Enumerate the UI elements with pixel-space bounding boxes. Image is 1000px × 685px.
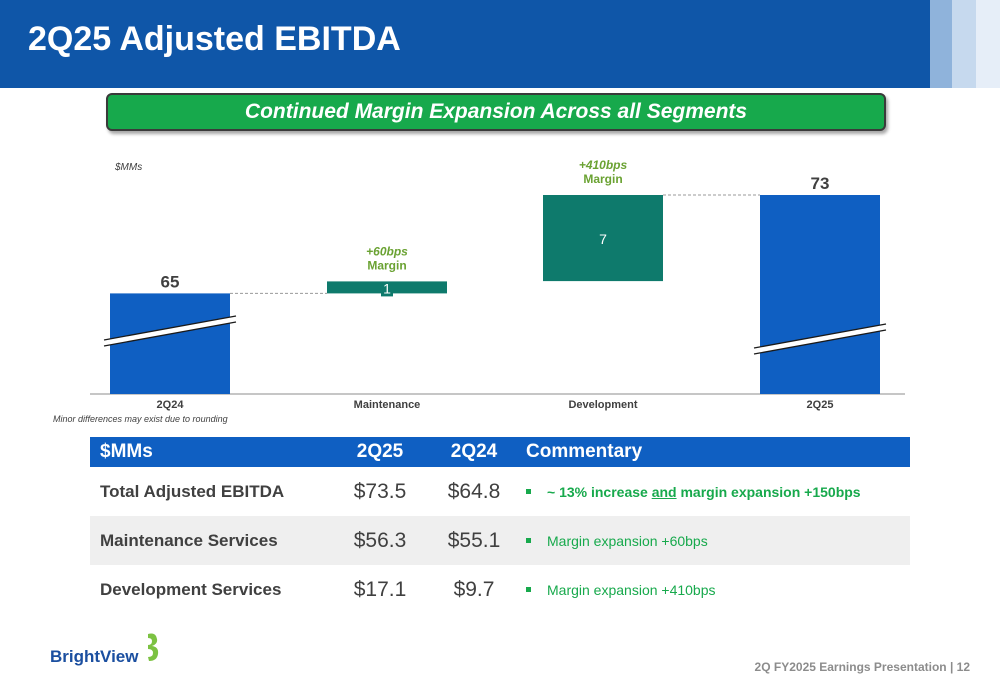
unit-label: $MMs xyxy=(114,162,142,173)
data-label: 7 xyxy=(599,231,607,247)
value-2q25: $56.3 xyxy=(353,528,407,552)
ebitda-table: $MMs 2Q25 2Q24 Commentary Total Adjusted… xyxy=(90,437,910,614)
col-header-label: $MMs xyxy=(100,441,153,462)
header-stripe xyxy=(930,0,952,88)
category-label: 2Q25 xyxy=(807,399,834,411)
axis-break-line xyxy=(753,323,887,349)
margin-annotation: Margin xyxy=(583,172,622,186)
page-title: 2Q25 Adjusted EBITDA xyxy=(28,20,401,58)
table-row: Total Adjusted EBITDA $73.5 $64.8 ~ 13% … xyxy=(90,467,910,516)
commentary-text: Margin expansion +410bps xyxy=(547,581,716,598)
data-label: 1 xyxy=(383,280,391,296)
value-2q24: $55.1 xyxy=(447,528,501,552)
row-label: Maintenance Services xyxy=(100,530,278,550)
data-label: 73 xyxy=(811,174,830,193)
header-bar: 2Q25 Adjusted EBITDA xyxy=(0,0,1000,88)
data-label: 65 xyxy=(161,272,180,291)
commentary-underlined: and xyxy=(651,483,677,500)
commentary-text: ~ 13% increase and margin expansion +150… xyxy=(547,484,861,500)
leaf-icon xyxy=(148,633,159,661)
axis-break xyxy=(104,316,236,346)
data-label-bg xyxy=(381,283,393,297)
axis-break-line xyxy=(103,321,237,347)
row-label: Development Services xyxy=(100,579,282,599)
commentary: ~ 13% increase and margin expansion +150… xyxy=(518,484,910,500)
logo-graphic: BrightView xyxy=(50,633,159,666)
bar-2q25 xyxy=(760,195,880,394)
bar-development xyxy=(543,195,663,282)
col-header-2q24: 2Q24 xyxy=(450,441,498,462)
table-header-row: $MMs 2Q25 2Q24 Commentary xyxy=(90,437,910,467)
header-stripe xyxy=(952,0,976,88)
margin-annotation: Margin xyxy=(367,258,406,272)
brightview-logo: BrightView xyxy=(50,630,170,675)
axis-break-line xyxy=(103,315,237,341)
logo-text: BrightView xyxy=(50,647,139,666)
footer-text: 2Q FY2025 Earnings Presentation | 12 xyxy=(754,660,970,674)
rounding-footnote: Minor differences may exist due to round… xyxy=(53,414,228,424)
value-2q24: $64.8 xyxy=(447,479,501,503)
col-header-2q25: 2Q25 xyxy=(356,441,404,462)
category-label: 2Q24 xyxy=(157,399,185,411)
bar-2q24 xyxy=(110,293,230,394)
value-2q25: $17.1 xyxy=(353,577,407,601)
ebitda-waterfall-chart: $MMs 65 2Q24 1 Maintenance 7 Development 73 2Q25… xyxy=(90,158,905,411)
table-row: Maintenance Services $56.3 $55.1 Margin … xyxy=(90,516,910,565)
table-row: Development Services $17.1 $9.7 Margin e… xyxy=(90,565,910,614)
category-label: Development xyxy=(568,399,637,411)
commentary-text: Margin expansion +60bps xyxy=(547,532,708,549)
bullet-icon xyxy=(526,538,531,543)
axis-break xyxy=(754,324,886,354)
margin-annotation: +410bps xyxy=(579,158,628,172)
col-header-commentary: Commentary xyxy=(526,441,643,462)
header-stripe xyxy=(976,0,1000,88)
margin-annotation: +60bps xyxy=(366,244,408,258)
category-label: Maintenance xyxy=(354,399,421,411)
commentary-part: margin expansion +150bps xyxy=(676,483,861,500)
axis-break-line xyxy=(753,329,887,355)
bullet-icon xyxy=(526,587,531,592)
commentary-part: ~ 13% increase xyxy=(547,483,652,500)
banner-text: Continued Margin Expansion Across all Se… xyxy=(244,100,748,123)
commentary: Margin expansion +60bps xyxy=(518,533,910,549)
commentary: Margin expansion +410bps xyxy=(518,582,910,598)
row-label: Total Adjusted EBITDA xyxy=(100,481,285,501)
value-2q25: $73.5 xyxy=(353,479,407,503)
value-2q24: $9.7 xyxy=(453,577,495,601)
headline-banner: Continued Margin Expansion Across all Se… xyxy=(106,93,886,131)
bullet-icon xyxy=(526,489,531,494)
